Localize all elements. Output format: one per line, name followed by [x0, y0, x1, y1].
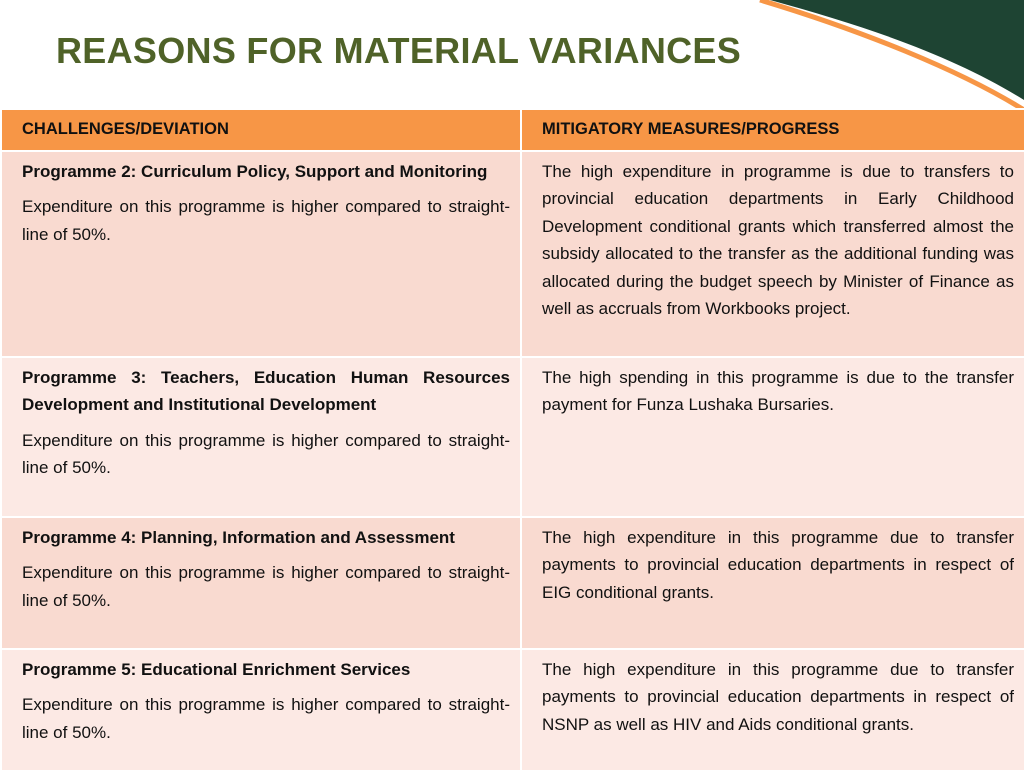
challenge-cell: Programme 3: Teachers, Education Human R…: [0, 355, 522, 518]
challenge-cell: Programme 4: Planning, Information and A…: [0, 515, 522, 650]
table-row: Programme 2: Curriculum Policy, Support …: [0, 149, 1024, 358]
table-row: Programme 5: Educational Enrichment Serv…: [0, 647, 1024, 772]
programme-title: Programme 2: Curriculum Policy, Support …: [22, 161, 488, 181]
table-row: Programme 3: Teachers, Education Human R…: [0, 355, 1024, 518]
mitigation-cell: The high expenditure in this programme d…: [520, 647, 1024, 772]
mitigation-cell: The high spending in this programme is d…: [520, 355, 1024, 518]
mitigation-text: The high expenditure in programme is due…: [542, 161, 1014, 319]
mitigation-cell: The high expenditure in programme is due…: [520, 149, 1024, 358]
challenge-cell: Programme 5: Educational Enrichment Serv…: [0, 647, 522, 772]
mitigation-cell: The high expenditure in this programme d…: [520, 515, 1024, 650]
challenge-text: Expenditure on this programme is higher …: [22, 197, 510, 244]
table-row: Programme 4: Planning, Information and A…: [0, 515, 1024, 650]
header-cell: CHALLENGES/DEVIATION: [0, 108, 522, 152]
challenge-text: Expenditure on this programme is higher …: [22, 563, 510, 610]
challenge-text: Expenditure on this programme is higher …: [22, 695, 510, 742]
programme-title: Programme 3: Teachers, Education Human R…: [22, 367, 510, 415]
variance-table: CHALLENGES/DEVIATION MITIGATORY MEASURES…: [0, 108, 1024, 772]
mitigation-text: The high expenditure in this programme d…: [542, 659, 1014, 734]
corner-line: [759, 0, 1024, 113]
header-cell: MITIGATORY MEASURES/PROGRESS: [520, 108, 1024, 152]
corner-swoosh: [770, 0, 1024, 100]
header-row: CHALLENGES/DEVIATION MITIGATORY MEASURES…: [0, 108, 1024, 152]
challenge-cell: Programme 2: Curriculum Policy, Support …: [0, 149, 522, 358]
slide-title: REASONS FOR MATERIAL VARIANCES: [56, 30, 742, 71]
programme-title: Programme 5: Educational Enrichment Serv…: [22, 659, 411, 679]
mitigation-text: The high spending in this programme is d…: [542, 367, 1014, 415]
mitigation-text: The high expenditure in this programme d…: [542, 527, 1014, 602]
programme-title: Programme 4: Planning, Information and A…: [22, 527, 455, 547]
challenge-text: Expenditure on this programme is higher …: [22, 430, 510, 478]
table-body: Programme 2: Curriculum Policy, Support …: [0, 149, 1024, 772]
